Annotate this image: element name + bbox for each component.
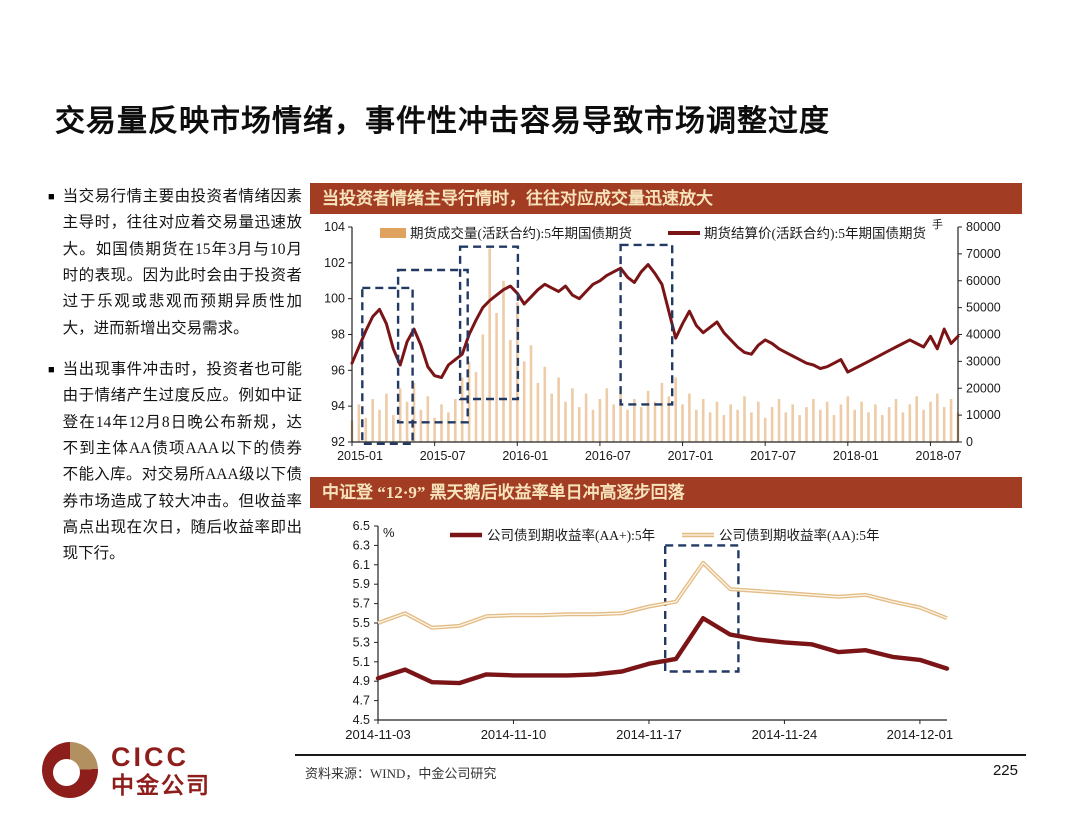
bullet-square-icon: ■ — [48, 364, 55, 377]
svg-text:6.1: 6.1 — [353, 558, 370, 572]
cicc-logo-icon — [42, 742, 98, 798]
svg-text:2015-01: 2015-01 — [337, 449, 383, 463]
svg-text:2014-12-01: 2014-12-01 — [887, 727, 954, 742]
svg-text:2014-11-24: 2014-11-24 — [752, 727, 818, 742]
page-number: 225 — [992, 762, 1018, 779]
svg-text:6.5: 6.5 — [353, 519, 370, 533]
svg-text:5.5: 5.5 — [353, 616, 370, 630]
bullet-item: ■ 当交易行情主要由投资者情绪因素主导时，往往对应着交易量迅速放大。如国债期货在… — [48, 184, 302, 342]
cicc-logo-name: 中金公司 — [111, 772, 211, 798]
svg-text:100: 100 — [324, 292, 345, 306]
svg-text:2016-07: 2016-07 — [585, 449, 631, 463]
svg-text:60000: 60000 — [966, 274, 1001, 288]
yield-chart-canvas: 6.5 6.3 6.1 5.9 5.7 5.5 5.3 5.1 4.9 4.7 4.5% 2014-1… — [310, 508, 1022, 752]
page-title: 交易量反映市场情绪，事件性冲击容易导致市场调整过度 — [55, 105, 830, 138]
futures-chart-card: 当投资者情绪主导行情时，往往对应成交量迅速放大 104 102 100 98 96 94 9… — [310, 183, 1022, 472]
highlight-box — [619, 243, 674, 406]
svg-text:5.3: 5.3 — [353, 635, 370, 649]
svg-text:2016-01: 2016-01 — [502, 449, 548, 463]
svg-text:102: 102 — [324, 256, 345, 270]
svg-text:4.5: 4.5 — [353, 713, 370, 727]
highlight-box — [664, 544, 740, 673]
svg-text:10000: 10000 — [966, 408, 1001, 422]
svg-text:50000: 50000 — [966, 301, 1001, 315]
svg-text:0: 0 — [966, 435, 973, 449]
svg-text:5.7: 5.7 — [353, 597, 370, 611]
bullet-item: ■ 当出现事件冲击时，投资者也可能由于情绪产生过度反应。例如中证登在14年12月… — [48, 357, 302, 568]
cicc-logo-text: CICC 中金公司 — [111, 741, 211, 798]
svg-text:2018-07: 2018-07 — [916, 449, 962, 463]
source-note: 资料来源：WIND，中金公司研究 — [305, 766, 497, 781]
svg-text:期货成交量(活跃合约):5年期国债期货: 期货成交量(活跃合约):5年期国债期货 — [410, 225, 632, 241]
bullet-text: 当出现事件冲击时，投资者也可能由于情绪产生过度反应。例如中证登在14年12月8日… — [62, 361, 302, 563]
svg-text:2017-01: 2017-01 — [668, 449, 714, 463]
svg-text:94: 94 — [331, 399, 345, 413]
commentary-column: ■ 当交易行情主要由投资者情绪因素主导时，往往对应着交易量迅速放大。如国债期货在… — [48, 184, 302, 583]
bullet-square-icon: ■ — [48, 191, 55, 203]
svg-text:98: 98 — [331, 328, 345, 342]
svg-text:公司债到期收益率(AA+):5年: 公司债到期收益率(AA+):5年 — [487, 527, 655, 543]
svg-text:104: 104 — [324, 220, 345, 234]
svg-text:92: 92 — [331, 435, 345, 449]
svg-text:30000: 30000 — [966, 354, 1001, 368]
legend-volume-swatch — [380, 228, 406, 238]
svg-text:%: % — [383, 525, 395, 540]
svg-text:5.9: 5.9 — [353, 577, 370, 591]
svg-text:2014-11-17: 2014-11-17 — [616, 727, 682, 742]
svg-text:2018-01: 2018-01 — [833, 449, 879, 463]
highlight-box — [396, 268, 469, 424]
svg-text:20000: 20000 — [966, 381, 1001, 395]
svg-text:4.7: 4.7 — [353, 694, 370, 708]
svg-text:公司债到期收益率(AA):5年: 公司债到期收益率(AA):5年 — [719, 527, 880, 543]
futures-chart-title: 当投资者情绪主导行情时，往往对应成交量迅速放大 — [310, 183, 1022, 214]
svg-text:5.1: 5.1 — [353, 655, 370, 669]
svg-text:4.9: 4.9 — [353, 674, 370, 688]
cicc-logo-abbr: CICC — [111, 741, 189, 772]
aaplus-yield-line — [375, 615, 950, 686]
svg-text:期货结算价(活跃合约):5年期国债期货: 期货结算价(活跃合约):5年期国债期货 — [704, 225, 926, 241]
svg-text:70000: 70000 — [966, 247, 1001, 261]
cicc-logo: CICC 中金公司 — [42, 742, 211, 798]
volume-bars — [350, 248, 960, 443]
svg-text:手: 手 — [932, 217, 943, 231]
svg-text:2014-11-03: 2014-11-03 — [345, 727, 411, 742]
futures-chart-canvas: 104 102 100 98 96 94 92 80000 70000 60000 50000 400… — [310, 214, 1022, 472]
svg-text:40000: 40000 — [966, 328, 1001, 342]
svg-text:80000: 80000 — [966, 220, 1001, 234]
yield-chart-title: 中证登 “12·9” 黑天鹅后收益率单日冲高逐步回落 — [310, 477, 1022, 508]
svg-text:6.3: 6.3 — [353, 538, 370, 552]
svg-text:2014-11-10: 2014-11-10 — [481, 727, 547, 742]
bullet-text: 当交易行情主要由投资者情绪因素主导时，往往对应着交易量迅速放大。如国债期货在15… — [62, 188, 302, 337]
price-line — [350, 263, 960, 379]
highlight-box — [458, 245, 520, 401]
footer-divider — [295, 754, 1026, 756]
svg-text:2015-07: 2015-07 — [420, 449, 466, 463]
yield-chart-card: 中证登 “12·9” 黑天鹅后收益率单日冲高逐步回落 6.5 6.3 6.1 5.9 5… — [310, 477, 1022, 752]
svg-text:96: 96 — [331, 363, 345, 377]
svg-text:2017-07: 2017-07 — [750, 449, 796, 463]
